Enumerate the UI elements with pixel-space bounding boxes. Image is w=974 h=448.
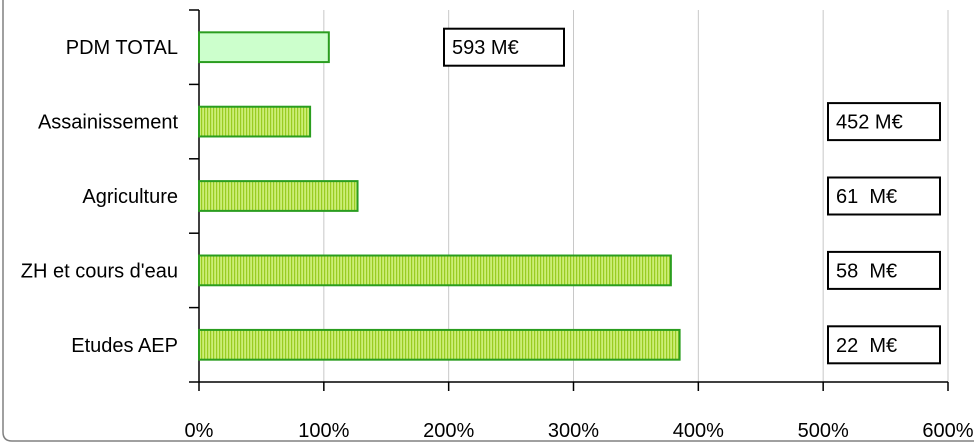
annotation-box-1 [827, 102, 941, 142]
annotation-box-3 [827, 250, 941, 290]
value-annotations: 593 M€ 452 M€ 61 M€ 58 M€ 22 M€ [443, 27, 941, 365]
annotation-label-0: 593 M€ [452, 37, 519, 59]
gridlines [323, 10, 949, 382]
axes [189, 9, 949, 391]
annotation-label-1: 452 M€ [836, 112, 903, 134]
x-tick-label-3: 300% [548, 420, 599, 442]
category-label-1: Assainissement [38, 112, 179, 134]
category-label-0: PDM TOTAL [66, 37, 178, 59]
x-tick-label-5: 500% [798, 420, 849, 442]
bars [198, 31, 681, 361]
annotation-label-3: 58 M€ [836, 260, 897, 282]
x-tick-label-0: 0% [185, 420, 214, 442]
category-label-3: ZH et cours d'eau [21, 260, 178, 282]
annotation-box-4 [827, 325, 941, 365]
x-tick-labels: 0% 100% 200% 300% 400% 500% 600% [185, 420, 974, 442]
bar-3 [198, 254, 672, 287]
annotation-box-2 [827, 176, 941, 216]
category-label-4: Etudes AEP [71, 335, 178, 357]
x-tick-label-4: 400% [673, 420, 724, 442]
x-tick-label-6: 600% [922, 420, 973, 442]
bar-1 [198, 105, 312, 138]
annotation-label-2: 61 M€ [836, 186, 897, 208]
x-tick-label-2: 200% [423, 420, 474, 442]
x-tick-label-1: 100% [298, 420, 349, 442]
bar-0 [198, 31, 330, 64]
bar-4 [198, 328, 681, 361]
category-labels: PDM TOTAL Assainissement Agriculture ZH et … [21, 37, 179, 357]
annotation-label-4: 22 M€ [836, 335, 897, 357]
bar-2 [198, 180, 359, 212]
category-label-2: Agriculture [82, 186, 178, 208]
annotation-box-0 [443, 27, 565, 67]
